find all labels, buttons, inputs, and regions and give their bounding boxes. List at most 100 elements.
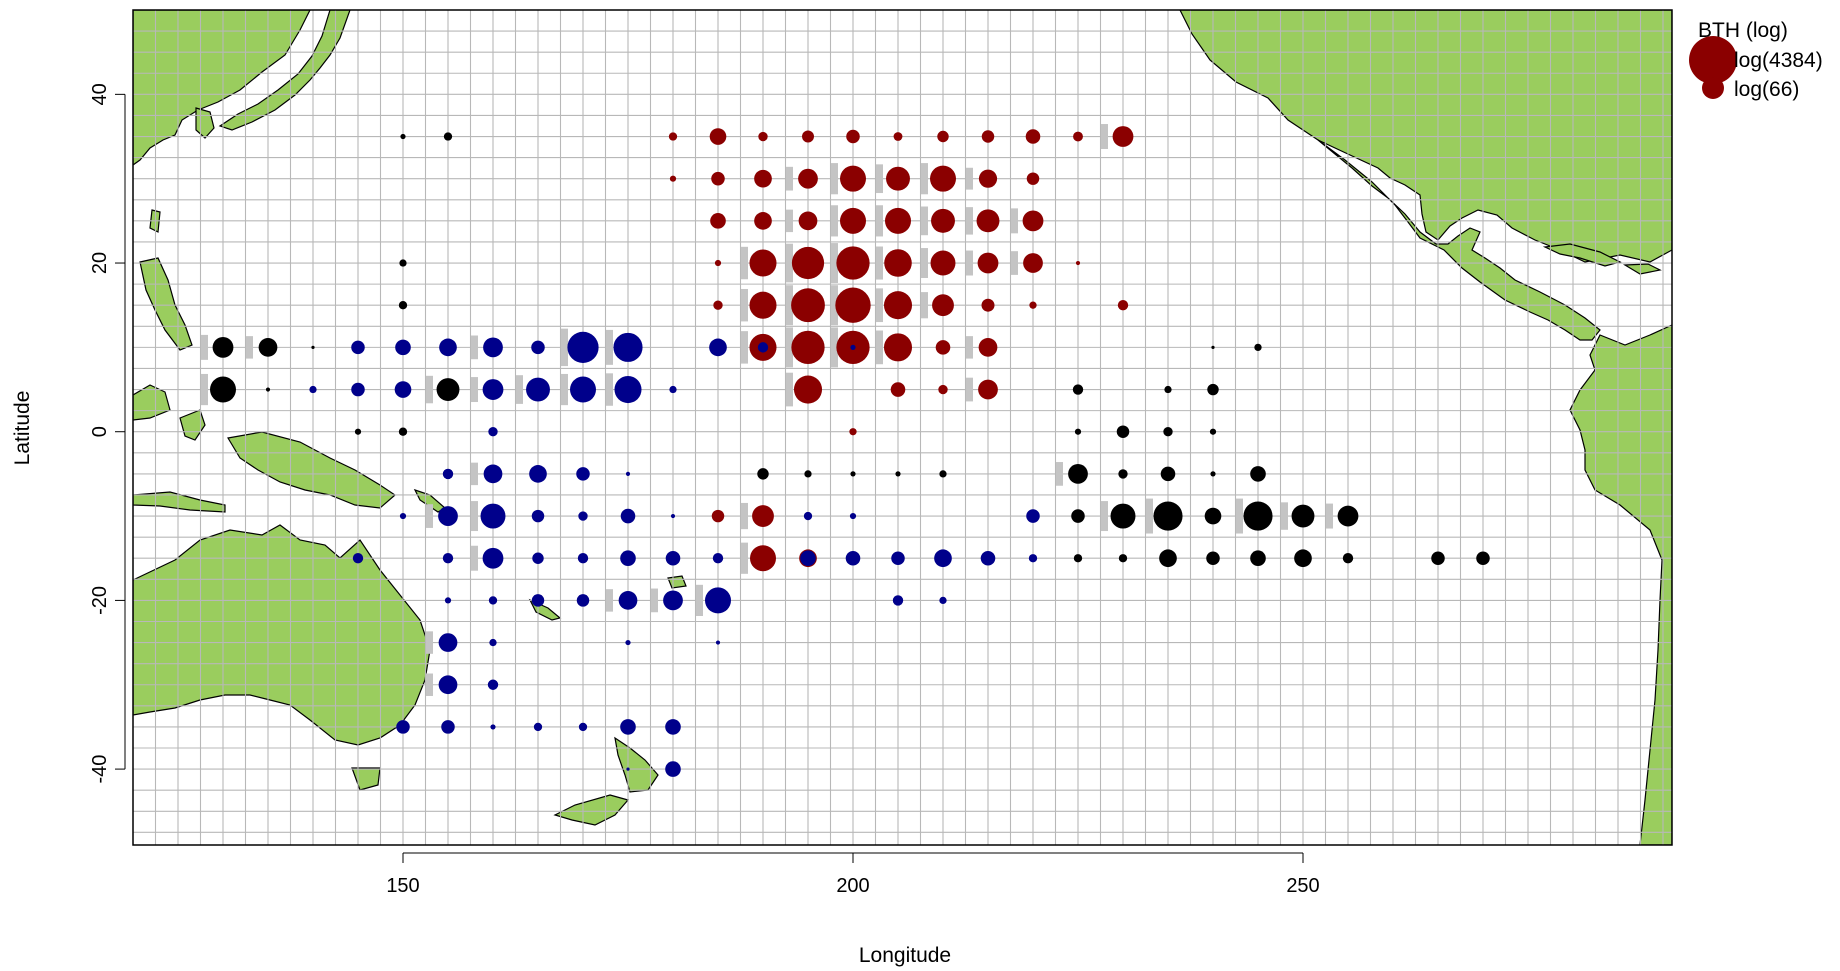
- bubble-point: [482, 547, 504, 569]
- bubble-point: [311, 345, 315, 349]
- cell-bar: [426, 375, 433, 404]
- bubble-point: [480, 503, 506, 529]
- bubble-point: [836, 246, 870, 280]
- bubble-point: [749, 291, 777, 319]
- bubble-point: [1068, 464, 1088, 484]
- bubble-point: [890, 382, 906, 397]
- bubble-point: [886, 166, 910, 191]
- bubble-point: [394, 381, 412, 398]
- bubble-point: [1163, 427, 1173, 437]
- cell-bar: [831, 285, 838, 326]
- x-axis: 150 200 250: [386, 852, 1320, 897]
- bubble-point: [1243, 501, 1273, 531]
- cell-bars: [201, 124, 1333, 696]
- cell-bar: [1326, 503, 1333, 529]
- legend-marker-small: [1702, 77, 1724, 99]
- bubble-point: [1250, 466, 1266, 482]
- bubble-point: [614, 376, 642, 404]
- bubble-point: [705, 587, 731, 614]
- y-tick-label: 40: [89, 83, 111, 105]
- bubble-point: [396, 720, 410, 734]
- cell-bar: [1101, 501, 1108, 532]
- bubble-point: [395, 339, 411, 356]
- cell-bar: [831, 243, 838, 283]
- cell-bar: [786, 209, 793, 233]
- bubble-point: [442, 553, 454, 564]
- bubble-point: [265, 387, 271, 392]
- bubble-point: [749, 249, 777, 277]
- bubble-point: [577, 553, 589, 564]
- bubble-point: [576, 467, 590, 481]
- cell-bar: [1236, 498, 1243, 534]
- cell-bar: [786, 372, 793, 407]
- bubble-point: [930, 165, 956, 192]
- bubble-point: [309, 385, 317, 394]
- bubble-point: [712, 553, 724, 564]
- bubble-point: [570, 376, 596, 403]
- cell-bar: [471, 377, 478, 403]
- bubble-point: [436, 378, 460, 401]
- bubble-point: [531, 509, 545, 523]
- bubble-point: [1116, 425, 1130, 438]
- bubble-point: [1025, 129, 1041, 144]
- cell-bar: [426, 504, 433, 528]
- y-tick-label: 0: [89, 426, 111, 437]
- bubble-point: [1160, 466, 1176, 482]
- cell-bar: [426, 673, 433, 696]
- bubble-point: [529, 465, 547, 483]
- bubble-point: [212, 336, 234, 358]
- bubble-point: [750, 545, 776, 572]
- bubble-point: [490, 724, 496, 730]
- cell-bar: [561, 328, 568, 367]
- bubble-point: [711, 509, 725, 523]
- cell-bar: [831, 327, 838, 368]
- bubble-point: [1476, 551, 1490, 565]
- bubble-point: [711, 171, 725, 186]
- bubble-point: [835, 287, 871, 323]
- bubble-point: [613, 332, 643, 362]
- bubble-point: [626, 767, 630, 771]
- bubble-point: [531, 594, 545, 607]
- cell-bar: [1281, 502, 1288, 530]
- bubble-point: [1028, 554, 1038, 563]
- cell-bar: [786, 243, 793, 283]
- x-tick-label: 200: [836, 875, 869, 897]
- bubble-point: [798, 211, 818, 231]
- cell-bar: [741, 502, 748, 530]
- landmass-borneo: [133, 384, 171, 421]
- bubble-point: [709, 338, 727, 357]
- cell-bar: [786, 166, 793, 191]
- cell-bar: [471, 462, 478, 486]
- bubble-point: [892, 595, 904, 606]
- cell-bar: [696, 584, 703, 617]
- cell-bar: [966, 336, 973, 359]
- bubble-point: [976, 209, 1000, 233]
- bubble-point: [443, 132, 453, 141]
- legend: BTH (log) log(4384) log(66): [1689, 19, 1823, 101]
- bubble-point: [398, 301, 408, 310]
- bubble-point: [483, 337, 503, 358]
- bubble-point: [883, 333, 913, 362]
- bubble-point: [1022, 210, 1044, 232]
- bubble-point: [1206, 551, 1220, 565]
- bubble-point: [883, 291, 913, 320]
- bubble-point: [567, 331, 599, 363]
- cell-bar: [876, 288, 883, 323]
- bubble-point: [978, 379, 998, 400]
- bubble-point: [891, 551, 905, 565]
- bubble-point: [620, 719, 636, 735]
- bubble-point: [1073, 131, 1083, 142]
- bubble-point: [665, 761, 681, 777]
- bubble-point: [1294, 549, 1312, 568]
- cell-bar: [471, 545, 478, 571]
- bubble-point: [487, 679, 499, 690]
- legend-title: BTH (log): [1698, 19, 1788, 42]
- bubble-point: [754, 212, 772, 230]
- y-tick-label: -20: [89, 586, 111, 615]
- x-axis-title: Longitude: [859, 944, 951, 967]
- cell-bar: [831, 163, 838, 195]
- cell-bar: [786, 285, 793, 326]
- bubble-point: [840, 207, 866, 234]
- cell-bar: [246, 336, 253, 359]
- bubble-point: [442, 468, 454, 480]
